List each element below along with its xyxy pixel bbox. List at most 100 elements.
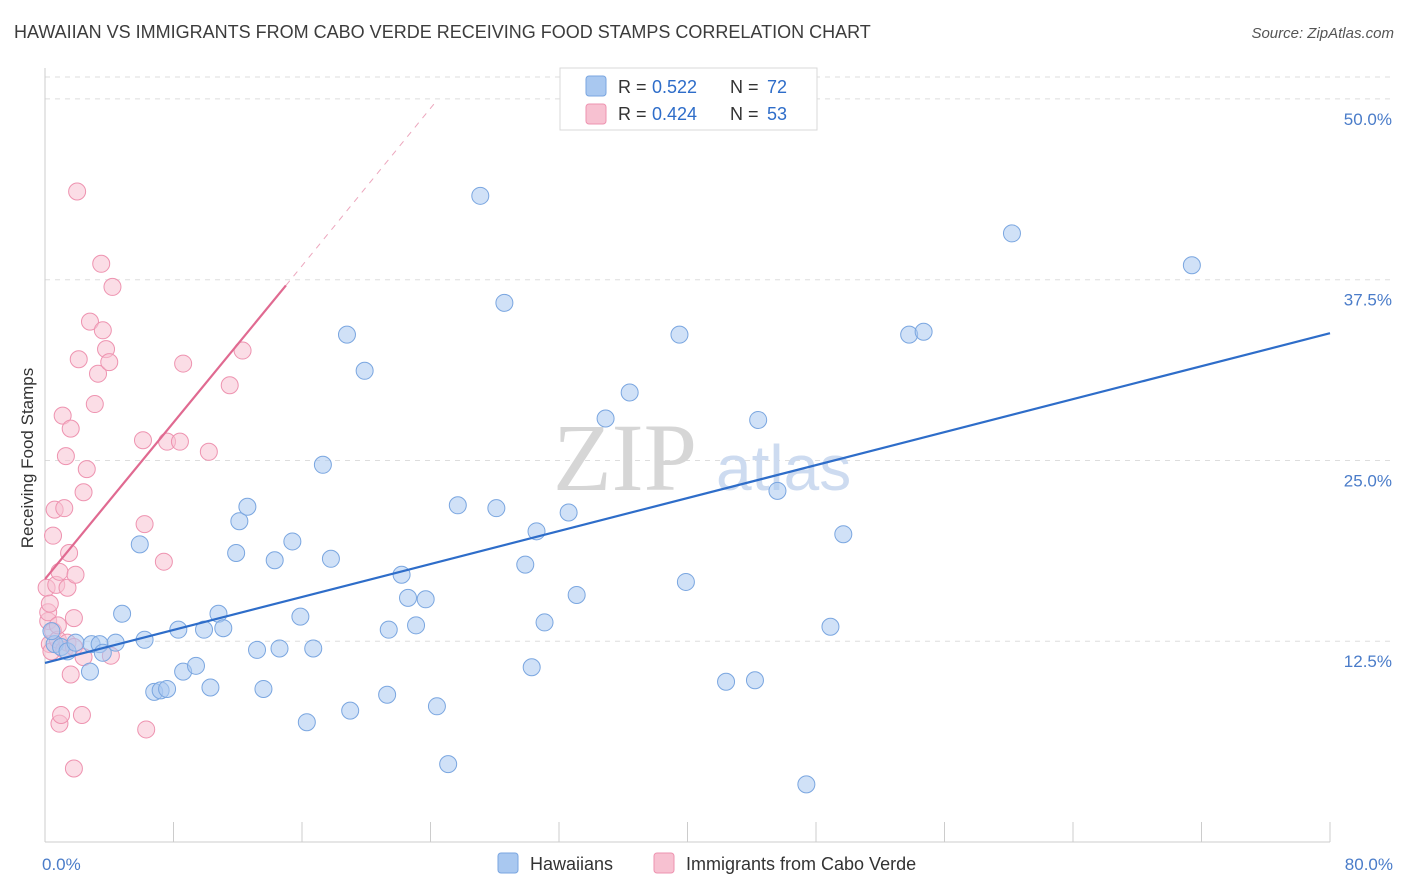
data-point-hawaiian xyxy=(559,503,578,522)
data-point-hawaiian xyxy=(80,662,99,681)
y-tick-label: 25.0% xyxy=(1344,471,1392,490)
y-tick-label: 37.5% xyxy=(1344,291,1392,310)
data-point-cabo-verde xyxy=(199,442,218,461)
legend-n-value-2: 53 xyxy=(767,104,787,124)
data-point-hawaiian xyxy=(378,685,397,704)
data-point-cabo-verde xyxy=(56,447,75,466)
data-point-hawaiian xyxy=(399,588,418,607)
legend-r-label-2: R = xyxy=(618,104,647,124)
data-point-hawaiian xyxy=(201,678,220,697)
data-point-hawaiian xyxy=(186,656,205,675)
data-point-hawaiian xyxy=(304,639,323,658)
data-point-hawaiian xyxy=(416,590,435,609)
legend-r-label-1: R = xyxy=(618,77,647,97)
data-point-hawaiian xyxy=(66,633,85,652)
trend-lines xyxy=(44,100,1331,664)
data-point-cabo-verde xyxy=(85,395,104,414)
data-point-hawaiian xyxy=(379,620,398,639)
data-point-hawaiian xyxy=(487,499,506,518)
data-point-hawaiian xyxy=(407,616,426,635)
chart-title: HAWAIIAN VS IMMIGRANTS FROM CABO VERDE R… xyxy=(14,22,871,42)
data-point-hawaiian xyxy=(821,617,840,636)
trend-line-hawaiians xyxy=(44,332,1331,664)
data-point-cabo-verde xyxy=(137,720,156,739)
legend-n-label-1: N = xyxy=(730,77,759,97)
data-point-cabo-verde xyxy=(72,705,91,724)
data-point-hawaiian xyxy=(283,532,302,551)
data-point-cabo-verde xyxy=(233,341,252,360)
data-point-hawaiian xyxy=(313,455,332,474)
data-point-cabo-verde xyxy=(154,552,173,571)
data-point-cabo-verde xyxy=(53,406,72,425)
x-tick-label: 0.0% xyxy=(42,855,81,874)
x-tick-label: 80.0% xyxy=(1345,855,1393,874)
data-point-cabo-verde xyxy=(55,499,74,518)
data-point-hawaiian xyxy=(265,551,284,570)
data-point-hawaiian xyxy=(42,622,61,641)
data-point-cabo-verde xyxy=(89,364,108,383)
data-point-cabo-verde xyxy=(174,354,193,373)
data-point-cabo-verde xyxy=(92,254,111,273)
chart-source: Source: ZipAtlas.com xyxy=(1251,25,1394,42)
data-point-hawaiian xyxy=(254,679,273,698)
data-point-hawaiian xyxy=(717,672,736,691)
data-point-hawaiian xyxy=(567,585,586,604)
y-axis-title: Receiving Food Stamps xyxy=(18,368,37,548)
data-point-hawaiian xyxy=(158,679,177,698)
legend-n-value-1: 72 xyxy=(767,77,787,97)
data-point-hawaiian xyxy=(670,325,689,344)
data-point-hawaiian xyxy=(516,555,535,574)
legend-n-label-2: N = xyxy=(730,104,759,124)
legend-label-hawaiians: Hawaiians xyxy=(530,854,613,874)
data-point-hawaiian xyxy=(914,322,933,341)
data-point-hawaiian xyxy=(596,409,615,428)
data-point-hawaiian xyxy=(471,186,490,205)
data-point-hawaiian xyxy=(620,383,639,402)
data-point-cabo-verde xyxy=(61,665,80,684)
data-point-hawaiian xyxy=(230,512,249,531)
data-point-hawaiian xyxy=(749,410,768,429)
data-point-cabo-verde xyxy=(103,277,122,296)
data-point-cabo-verde xyxy=(66,565,85,584)
data-point-hawaiian xyxy=(495,293,514,312)
series-legend: Hawaiians Immigrants from Cabo Verde xyxy=(497,852,916,874)
data-point-cabo-verde xyxy=(100,353,119,372)
data-point-hawaiian xyxy=(238,497,257,516)
stats-legend: R = 0.522 N = 72 R = 0.424 N = 53 xyxy=(559,67,818,131)
data-point-hawaiian xyxy=(448,496,467,515)
data-point-cabo-verde xyxy=(64,609,83,628)
data-point-cabo-verde xyxy=(61,419,80,438)
data-point-hawaiian xyxy=(392,565,411,584)
data-point-cabo-verde xyxy=(77,460,96,479)
data-point-hawaiian xyxy=(270,639,289,658)
data-point-hawaiian xyxy=(130,535,149,554)
data-point-hawaiian xyxy=(248,640,267,659)
data-point-hawaiian xyxy=(341,701,360,720)
data-point-hawaiian xyxy=(227,544,246,563)
data-point-cabo-verde xyxy=(74,483,93,502)
data-point-cabo-verde xyxy=(68,182,87,201)
data-point-cabo-verde xyxy=(135,515,154,534)
watermark-zip: ZIP xyxy=(553,404,697,511)
data-point-cabo-verde xyxy=(80,312,99,331)
y-tick-label: 50.0% xyxy=(1344,110,1392,129)
data-point-hawaiian xyxy=(676,572,695,591)
data-point-cabo-verde xyxy=(58,578,77,597)
gridlines: 12.5% 25.0% 37.5% 50.0% xyxy=(45,76,1392,671)
data-point-cabo-verde xyxy=(93,321,112,340)
data-point-hawaiian xyxy=(113,604,132,623)
legend-label-cabo-verde: Immigrants from Cabo Verde xyxy=(686,854,916,874)
data-point-cabo-verde xyxy=(64,759,83,778)
data-point-cabo-verde xyxy=(69,350,88,369)
data-point-cabo-verde xyxy=(50,562,69,581)
y-tick-label: 12.5% xyxy=(1344,652,1392,671)
data-point-hawaiian xyxy=(522,658,541,677)
data-point-hawaiian xyxy=(321,549,340,568)
legend-r-value-2: 0.424 xyxy=(652,104,697,124)
data-point-hawaiian xyxy=(291,607,310,626)
trend-line-cabo-verde xyxy=(44,284,287,580)
data-point-cabo-verde xyxy=(44,526,63,545)
data-point-cabo-verde xyxy=(133,431,152,450)
data-point-cabo-verde xyxy=(170,432,189,451)
